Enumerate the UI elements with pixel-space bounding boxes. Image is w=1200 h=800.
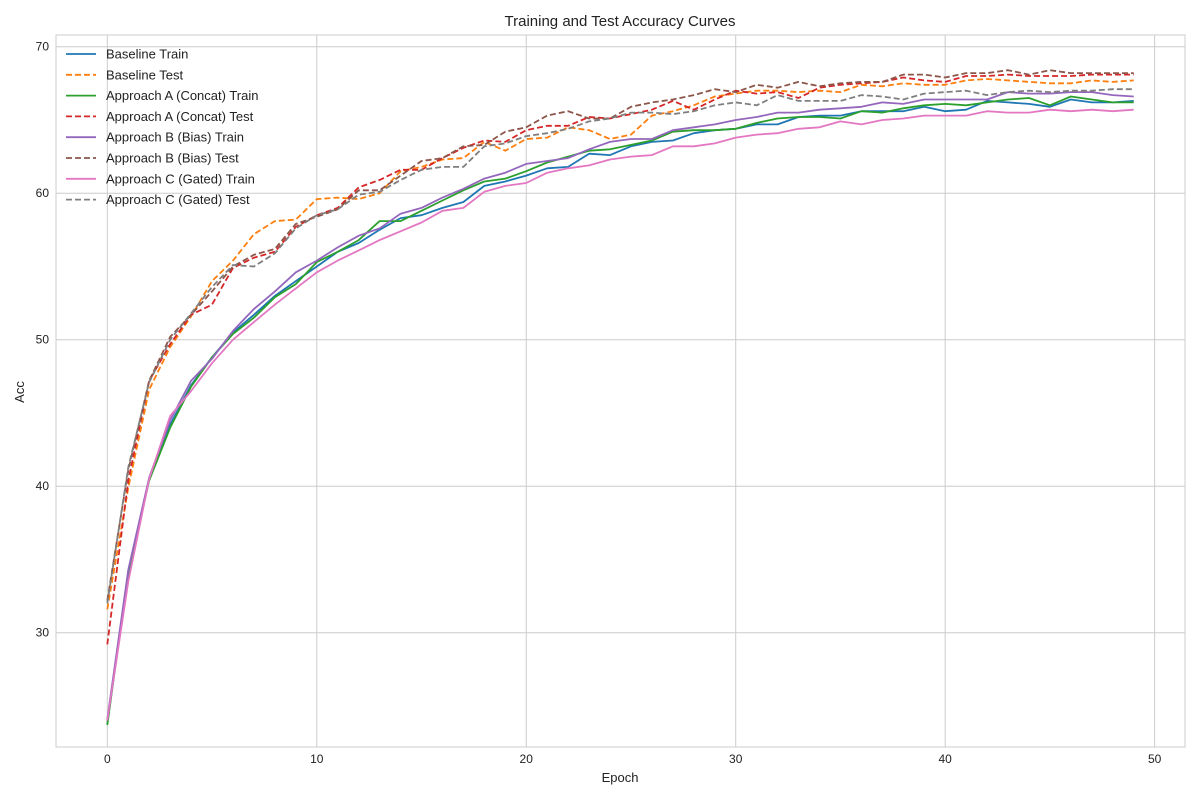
series-line-3 [106,95,1134,726]
series-line-2 [106,78,1134,610]
series-line-1 [106,98,1134,724]
y-tick-label: 40 [36,479,50,493]
x-tick-label: 0 [104,752,111,766]
plot-area [55,34,1186,748]
x-tick-label: 10 [310,752,324,766]
series-lines [106,69,1134,726]
series-line-5 [106,91,1134,720]
legend-label-5: Approach B (Bias) Train [106,130,244,145]
y-tick-label: 60 [36,186,50,200]
tick-labels: 0 10 20 30 40 50 30 40 50 60 70 [36,40,1162,766]
x-tick-label: 50 [1148,752,1162,766]
x-tick-label: 30 [729,752,743,766]
legend-label-3: Approach A (Concat) Train [106,88,258,103]
legend-label-6: Approach B (Bias) Test [106,151,239,166]
y-tick-label: 30 [36,626,50,640]
series-line-4 [106,73,1134,645]
y-axis-label: Acc [12,381,27,403]
legend: Baseline Train Baseline Test Approach A (C… [66,47,258,207]
legend-label-1: Baseline Train [106,47,188,62]
x-tick-label: 40 [938,752,952,766]
y-tick-label: 70 [36,40,50,54]
grid-lines [56,35,1185,747]
x-tick-label: 20 [520,752,534,766]
series-line-7 [106,108,1134,721]
legend-label-2: Baseline Test [106,67,183,82]
legend-label-7: Approach C (Gated) Train [106,171,255,186]
series-line-6 [106,69,1134,601]
legend-label-4: Approach A (Concat) Test [106,109,254,124]
legend-label-8: Approach C (Gated) Test [106,192,250,207]
chart-title: Training and Test Accuracy Curves [505,13,736,30]
x-axis-label: Epoch [602,770,639,785]
y-tick-label: 50 [36,333,50,347]
